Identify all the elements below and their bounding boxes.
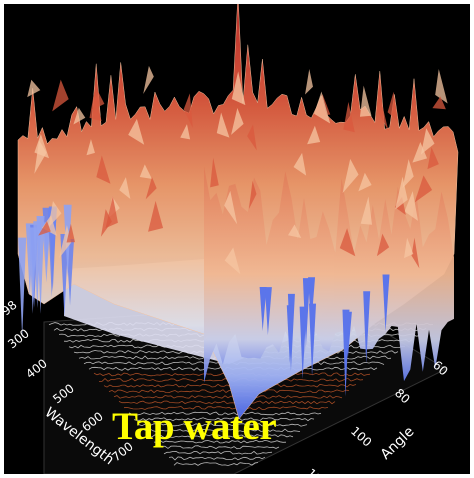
- surface-ridge: [293, 152, 307, 176]
- surface-ridge: [358, 172, 372, 192]
- wavelength-tick-1: 98: [4, 298, 20, 319]
- surface-ridge: [89, 91, 102, 122]
- surface-ridge: [60, 234, 69, 317]
- surface-ridge: [38, 221, 51, 236]
- surface-ridge: [377, 99, 389, 132]
- surface-ridge: [248, 180, 257, 210]
- floor-projection-line: [148, 434, 294, 438]
- chart-figure: 98 300 400 500 600 700 Wavelength 60 80 …: [4, 4, 470, 474]
- surface-ridge: [343, 101, 355, 133]
- surface-front-face: [204, 166, 454, 383]
- surface-ridge: [36, 215, 45, 314]
- surface-ridge: [34, 140, 47, 174]
- surface-ridge: [264, 287, 272, 336]
- surface-ridge: [286, 305, 294, 364]
- surface-ridge: [259, 287, 267, 331]
- overlay-title: Tap water: [112, 405, 277, 448]
- floor-projection-line: [153, 439, 287, 444]
- floor-projection-line: [128, 411, 322, 416]
- surface-ridge: [414, 175, 433, 203]
- surface-ridge: [100, 209, 112, 237]
- surface-ridge: [411, 237, 420, 269]
- surface-ridge: [395, 176, 408, 210]
- surface-ridge: [73, 107, 86, 125]
- surface-ridge: [412, 142, 428, 163]
- floor-projection-line: [138, 422, 308, 427]
- surface-ridge: [145, 177, 157, 200]
- surface-ridge: [427, 147, 439, 170]
- surface-ridge: [66, 223, 76, 243]
- surface-ridge: [342, 309, 350, 397]
- surface-ridge: [224, 247, 241, 275]
- floor-projection-line: [158, 445, 280, 450]
- surface-ridge: [302, 278, 310, 347]
- surface-ridge: [287, 224, 302, 238]
- surface-ridge: [394, 196, 406, 215]
- surface-ridge: [231, 71, 246, 106]
- surface-ridge: [224, 190, 238, 225]
- floor-projection-line: [108, 389, 350, 394]
- angle-tick-3: 100: [348, 424, 374, 450]
- surface-ridge: [435, 68, 448, 104]
- surface-ridge: [299, 306, 307, 379]
- angle-tick-4: 120: [304, 466, 330, 474]
- surface-ridge: [216, 112, 230, 138]
- surface-ridge: [432, 96, 446, 110]
- surface-ridge: [52, 79, 69, 112]
- surface-ridge: [148, 200, 164, 232]
- floor-projection-line: [123, 406, 329, 410]
- floor-projection-line: [113, 394, 343, 399]
- floor-projection-line: [168, 456, 266, 461]
- surface-ridge: [342, 158, 359, 194]
- surface-plot: 98 300 400 500 600 700 Wavelength 60 80 …: [4, 4, 459, 474]
- surface-ridge: [359, 85, 372, 117]
- floor-projection-line: [143, 428, 301, 433]
- wavelength-tick-2: 300: [5, 326, 32, 351]
- floor-projection-line: [163, 450, 273, 455]
- surface-ridge: [128, 118, 145, 145]
- surface-ridge: [42, 222, 51, 283]
- surface-ridge: [387, 91, 398, 122]
- surface-ridge: [86, 139, 95, 156]
- surface-ridge: [139, 164, 152, 179]
- surface-ridge: [404, 191, 419, 221]
- surface-ridge: [404, 237, 414, 259]
- surface-ridge: [180, 124, 191, 140]
- floor-projection-line: [173, 462, 259, 466]
- surface-ridge: [308, 277, 316, 328]
- surface-ridge: [420, 128, 435, 155]
- surface-ridge: [96, 155, 111, 184]
- surface-ridge: [143, 65, 154, 95]
- surface-ridge: [183, 93, 193, 128]
- surface-ridge: [307, 125, 321, 145]
- floor-projection-line: [118, 400, 336, 405]
- surface-ridge: [48, 200, 62, 228]
- floor-projection-line: [133, 417, 315, 422]
- surface-ridge: [339, 228, 356, 257]
- surface-ridge: [247, 124, 257, 151]
- surface-ridge: [360, 196, 373, 225]
- surface-ridge: [363, 291, 371, 364]
- surface-ridge: [305, 68, 313, 95]
- surface-ridge: [376, 233, 390, 257]
- surface-ridges: [18, 65, 448, 397]
- surface-ridge: [314, 91, 331, 124]
- angle-axis-label: Angle: [378, 424, 418, 463]
- surface-ridge: [309, 303, 317, 377]
- surface-ridge: [402, 159, 414, 189]
- surface-ridge: [27, 79, 41, 98]
- surface-ridge: [231, 108, 244, 135]
- surface-ridge: [59, 224, 72, 259]
- surface-ridge: [210, 157, 219, 188]
- surface-ridge: [382, 274, 390, 332]
- surface-ridge: [119, 177, 131, 200]
- surface-ridge: [18, 237, 27, 338]
